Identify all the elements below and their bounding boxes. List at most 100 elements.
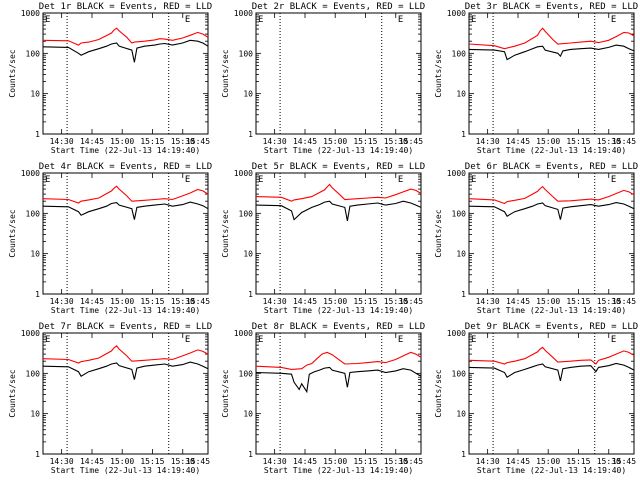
- y-tick-label: 1: [461, 290, 466, 299]
- event-marker-label: E: [258, 175, 263, 185]
- x-axis-label: Start Time (22-Jul-13 14:19:40): [477, 466, 626, 475]
- x-tick-label: 15:15: [140, 297, 164, 306]
- x-tick-label: 14:45: [80, 137, 104, 146]
- x-tick-label: 15:00: [536, 457, 560, 466]
- y-tick-label: 1000: [234, 9, 253, 18]
- y-tick-label: 100: [26, 209, 41, 218]
- x-tick-label: 15:00: [110, 457, 134, 466]
- panel-title: Det 2r BLACK = Events, RED = LLD: [252, 2, 425, 12]
- plot-frame: [255, 172, 422, 295]
- x-tick-label: 14:30: [50, 297, 74, 306]
- panel-title: Det 4r BLACK = Events, RED = LLD: [39, 162, 212, 172]
- x-tick-label: 15:00: [323, 457, 347, 466]
- y-axis-label: Counts/sec: [8, 369, 17, 417]
- x-tick-label: 15:45: [399, 297, 423, 306]
- event-marker-label: E: [471, 175, 476, 185]
- plot-frame: [255, 12, 422, 135]
- y-axis-label: Counts/sec: [221, 369, 230, 417]
- x-axis-label: Start Time (22-Jul-13 14:19:40): [51, 306, 200, 315]
- y-tick-label: 1: [248, 290, 253, 299]
- x-tick-label: 14:30: [263, 297, 287, 306]
- panel-title: Det 7r BLACK = Events, RED = LLD: [39, 322, 212, 332]
- series-lld-red: [255, 183, 422, 202]
- x-tick-label: 15:30: [384, 457, 408, 466]
- event-marker-label: E: [398, 335, 403, 345]
- x-tick-label: 14:30: [50, 457, 74, 466]
- event-marker-label: E: [398, 175, 403, 185]
- y-tick-label: 10: [30, 410, 40, 419]
- series-events-black: [468, 202, 635, 220]
- y-axis-label: Counts/sec: [434, 49, 443, 97]
- x-tick-label: 15:00: [536, 137, 560, 146]
- x-tick-label: 15:00: [536, 297, 560, 306]
- y-tick-label: 1: [248, 450, 253, 459]
- x-tick-label: 15:30: [597, 137, 621, 146]
- panel-title: Det 9r BLACK = Events, RED = LLD: [465, 322, 638, 332]
- y-axis-label: Counts/sec: [434, 209, 443, 257]
- series-events-black: [255, 366, 422, 394]
- y-tick-label: 100: [239, 369, 254, 378]
- series-events-black: [468, 362, 635, 382]
- y-tick-label: 10: [30, 90, 40, 99]
- x-tick-label: 15:00: [323, 297, 347, 306]
- y-tick-label: 1000: [234, 329, 253, 338]
- x-tick-label: 15:30: [384, 297, 408, 306]
- plot-frame: [255, 332, 422, 455]
- x-tick-label: 14:45: [80, 457, 104, 466]
- x-axis-label: Start Time (22-Jul-13 14:19:40): [51, 466, 200, 475]
- y-axis-label: Counts/sec: [8, 49, 17, 97]
- x-tick-label: 15:45: [612, 457, 636, 466]
- x-tick-label: 15:45: [399, 137, 423, 146]
- x-tick-label: 15:15: [566, 457, 590, 466]
- y-axis-label: Counts/sec: [221, 49, 230, 97]
- panel-det-5: Det 5r BLACK = Events, RED = LLD E E 1 10 100…: [221, 162, 425, 315]
- event-marker-label: E: [471, 15, 476, 25]
- x-tick-label: 15:45: [186, 137, 210, 146]
- plot-frame: [42, 172, 209, 295]
- panel-det-7: Det 7r BLACK = Events, RED = LLD E E 1 10 100…: [8, 322, 212, 475]
- y-tick-label: 1000: [234, 169, 253, 178]
- event-marker-label: E: [258, 335, 263, 345]
- series-lld-red: [468, 27, 635, 50]
- event-marker-label: E: [471, 335, 476, 345]
- y-tick-label: 1: [461, 450, 466, 459]
- panel-title: Det 6r BLACK = Events, RED = LLD: [465, 162, 638, 172]
- y-tick-label: 10: [456, 250, 466, 259]
- plot-frame: [468, 332, 635, 455]
- x-axis-label: Start Time (22-Jul-13 14:19:40): [264, 306, 413, 315]
- x-tick-label: 14:30: [263, 457, 287, 466]
- y-axis-label: Counts/sec: [221, 209, 230, 257]
- y-tick-label: 10: [243, 250, 253, 259]
- y-tick-label: 100: [26, 49, 41, 58]
- panel-det-8: Det 8r BLACK = Events, RED = LLD E E 1 10 100…: [221, 322, 425, 475]
- x-tick-label: 14:45: [506, 137, 530, 146]
- event-marker-label: E: [611, 175, 616, 185]
- x-tick-label: 15:45: [612, 297, 636, 306]
- series-lld-red: [468, 185, 635, 205]
- x-tick-label: 15:30: [597, 297, 621, 306]
- x-tick-label: 15:15: [140, 137, 164, 146]
- event-marker-label: E: [258, 15, 263, 25]
- x-tick-label: 14:45: [80, 297, 104, 306]
- series-events-black: [255, 200, 422, 222]
- series-lld-red: [255, 351, 422, 370]
- x-tick-label: 14:45: [293, 137, 317, 146]
- event-marker-label: E: [45, 175, 50, 185]
- x-tick-label: 15:45: [612, 137, 636, 146]
- y-tick-label: 1000: [447, 329, 466, 338]
- x-tick-label: 14:30: [263, 137, 287, 146]
- x-tick-label: 14:45: [506, 457, 530, 466]
- x-axis-label: Start Time (22-Jul-13 14:19:40): [264, 146, 413, 155]
- panel-title: Det 1r BLACK = Events, RED = LLD: [39, 2, 212, 12]
- y-tick-label: 1000: [21, 9, 40, 18]
- y-tick-label: 1: [248, 130, 253, 139]
- event-marker-label: E: [45, 15, 50, 25]
- panel-det-9: Det 9r BLACK = Events, RED = LLD E E 1 10 100…: [434, 322, 638, 475]
- plot-frame: [468, 12, 635, 135]
- series-lld-red: [42, 185, 209, 204]
- y-tick-label: 100: [452, 209, 467, 218]
- panel-det-2: Det 2r BLACK = Events, RED = LLD E E 1 10 100…: [221, 2, 425, 155]
- x-tick-label: 15:30: [171, 137, 195, 146]
- series-events-black: [42, 201, 209, 220]
- y-tick-label: 1: [35, 290, 40, 299]
